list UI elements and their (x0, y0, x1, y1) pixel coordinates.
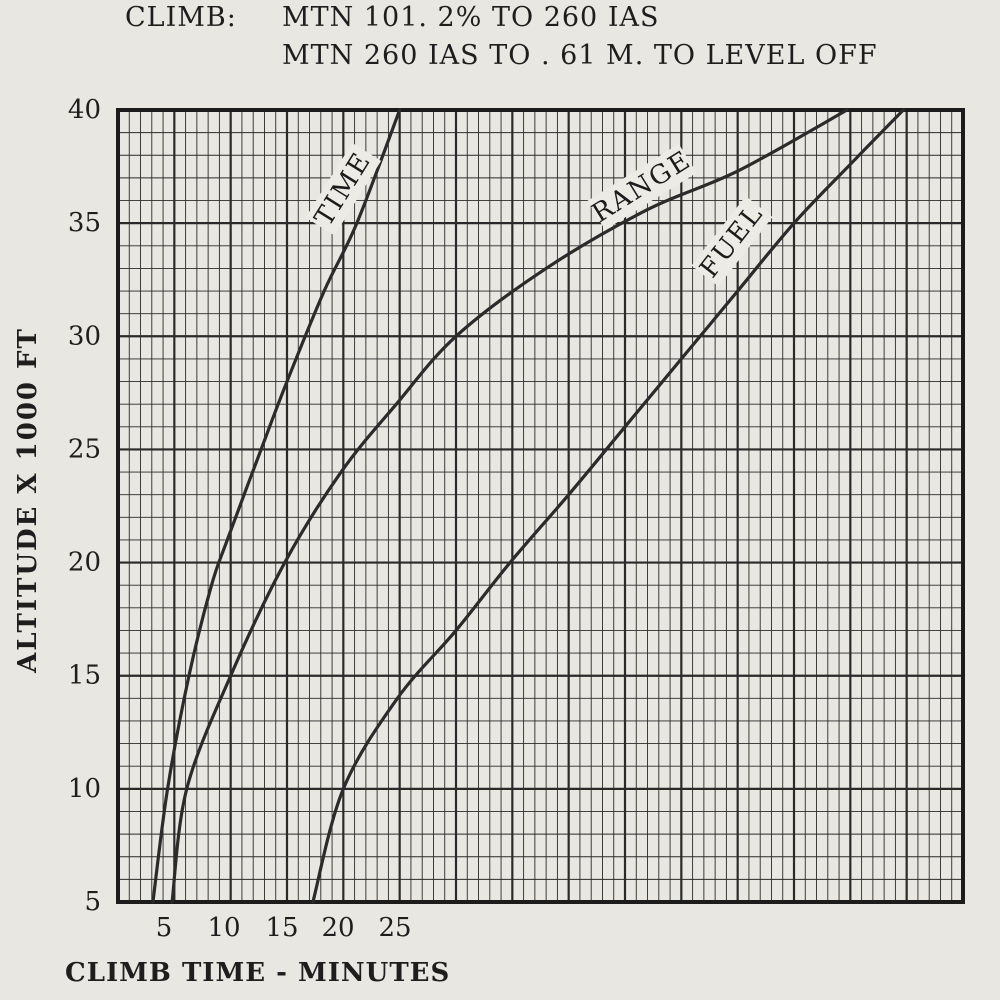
climb-label: CLIMB: (125, 2, 237, 33)
climb-schedule-line-2: MTN 260 IAS TO . 61 M. TO LEVEL OFF (282, 40, 878, 71)
x-tick-label: 10 (207, 913, 240, 943)
curve-label-backing (305, 142, 382, 236)
series-line-time (151, 108, 402, 904)
curve-label-backing (691, 196, 773, 287)
y-tick-label: 25 (68, 434, 101, 464)
x-tick-label: 20 (321, 913, 354, 943)
x-axis-title: CLIMB TIME - MINUTES (65, 958, 451, 988)
y-tick-label: 35 (68, 208, 101, 238)
curve-label-backing (587, 143, 697, 230)
series-layer (151, 108, 905, 904)
y-tick-label: 30 (68, 321, 101, 351)
x-tick-label: 25 (378, 913, 411, 943)
y-tick-labels: 5 10 15 20 25 30 35 40 (68, 95, 101, 917)
plot-frame (116, 108, 965, 904)
x-tick-labels: 5 10 15 20 25 (156, 913, 412, 943)
y-tick-label: 5 (84, 887, 101, 917)
x-tick-label: 15 (265, 913, 298, 943)
x-tick-label: 5 (156, 913, 173, 943)
y-tick-label: 10 (68, 774, 101, 804)
series-line-range (170, 108, 849, 904)
y-tick-label: 20 (68, 548, 101, 578)
y-tick-label: 15 (68, 661, 101, 691)
climb-schedule-line-1: MTN 101. 2% TO 260 IAS (282, 2, 660, 33)
curve-label-text: FUEL (694, 199, 769, 284)
series-line-fuel (311, 108, 905, 904)
major-grid (116, 108, 965, 904)
y-tick-label: 40 (68, 95, 101, 125)
y-axis-title: ALTITUDE X 1000 FT (13, 327, 43, 673)
minor-grid (118, 110, 963, 902)
